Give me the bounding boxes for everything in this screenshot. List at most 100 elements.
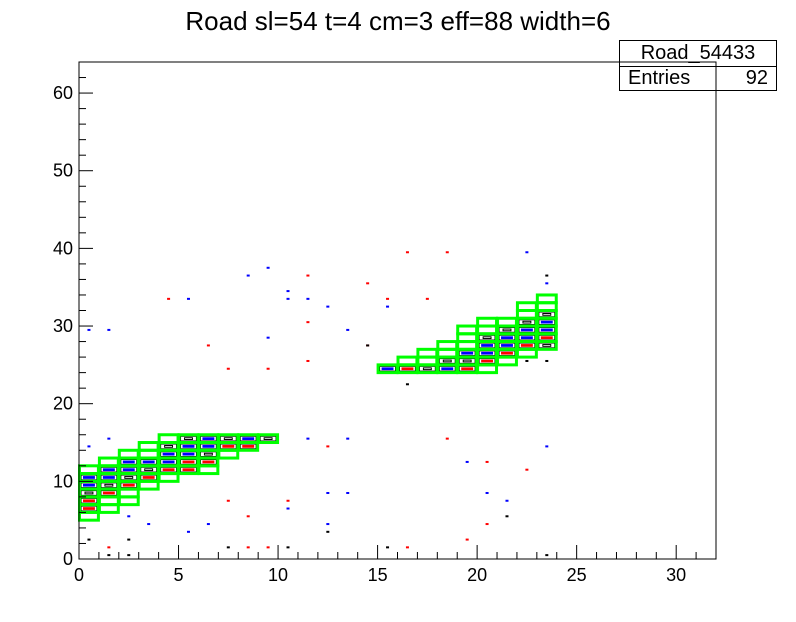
red-hit bbox=[326, 445, 330, 448]
blue-cell bbox=[102, 476, 115, 479]
red-cell bbox=[162, 468, 175, 472]
blue-cell bbox=[540, 328, 553, 332]
blue-hit bbox=[386, 305, 390, 308]
black-hit bbox=[326, 530, 330, 533]
road-cell bbox=[257, 433, 280, 445]
road-cell bbox=[396, 355, 419, 367]
blue-hit bbox=[147, 523, 151, 526]
red-hit bbox=[465, 538, 469, 541]
red-hit bbox=[306, 359, 310, 362]
blue-cell bbox=[182, 445, 195, 448]
blue-cell bbox=[102, 468, 115, 472]
red-hit bbox=[525, 468, 529, 471]
x-tick-label: 5 bbox=[174, 565, 184, 585]
red-hit bbox=[167, 297, 171, 300]
blue-hit bbox=[306, 437, 310, 440]
road-cell bbox=[496, 316, 518, 328]
blue-cell bbox=[142, 460, 155, 464]
blue-cell bbox=[242, 437, 255, 441]
red-hit bbox=[386, 297, 390, 300]
black-hit bbox=[525, 359, 529, 362]
blue-hit bbox=[107, 437, 111, 440]
red-cell bbox=[501, 351, 513, 355]
blue-cell bbox=[122, 460, 135, 464]
road-cell bbox=[535, 293, 558, 305]
y-tick-label: 30 bbox=[53, 316, 73, 336]
black-hit bbox=[545, 359, 549, 362]
black-cell bbox=[104, 483, 114, 487]
blue-hit bbox=[465, 460, 469, 463]
blue-hit bbox=[87, 445, 91, 448]
chart-title: Road sl=54 t=4 cm=3 eff=88 width=6 bbox=[185, 6, 611, 36]
red-cell bbox=[122, 483, 135, 487]
blue-cell bbox=[520, 328, 533, 332]
red-hit bbox=[306, 274, 310, 277]
stats-histogram-name: Road_54433 bbox=[620, 41, 776, 67]
blue-hit bbox=[107, 328, 111, 331]
black-cell bbox=[482, 336, 492, 340]
x-tick-label: 10 bbox=[268, 565, 288, 585]
blue-hit bbox=[346, 328, 350, 331]
black-cell bbox=[124, 476, 134, 479]
blue-hit bbox=[246, 274, 250, 277]
black-hit bbox=[386, 546, 390, 549]
x-tick-label: 30 bbox=[666, 565, 686, 585]
road-cell bbox=[78, 464, 100, 476]
black-cell bbox=[263, 437, 273, 441]
x-tick-label: 25 bbox=[567, 565, 587, 585]
y-tick-label: 0 bbox=[63, 549, 73, 569]
red-cell bbox=[83, 499, 95, 503]
red-hit bbox=[107, 546, 111, 549]
road-cell bbox=[97, 456, 120, 468]
red-hit bbox=[266, 367, 270, 370]
stats-entries-value: 92 bbox=[745, 67, 768, 89]
black-hit bbox=[107, 554, 111, 557]
red-hit bbox=[485, 460, 489, 463]
blue-hit bbox=[186, 297, 190, 300]
red-cell bbox=[401, 367, 414, 371]
blue-cell bbox=[501, 344, 513, 347]
x-tick-label: 20 bbox=[467, 565, 487, 585]
road-cell bbox=[436, 340, 459, 351]
black-cell bbox=[422, 367, 432, 371]
blue-hit bbox=[485, 491, 489, 494]
blue-hit bbox=[127, 515, 131, 518]
black-cell bbox=[542, 344, 552, 347]
stats-entries-label: Entries bbox=[628, 67, 691, 89]
black-hit bbox=[226, 546, 230, 549]
black-hit bbox=[127, 554, 131, 557]
blue-hit bbox=[266, 336, 270, 339]
black-cell bbox=[84, 491, 94, 495]
blue-hit bbox=[306, 297, 310, 300]
red-hit bbox=[485, 523, 489, 526]
road-cell bbox=[476, 316, 499, 328]
y-tick-label: 60 bbox=[53, 83, 73, 103]
blue-cell bbox=[481, 344, 494, 347]
y-tick-label: 10 bbox=[53, 471, 73, 491]
black-cell bbox=[144, 468, 154, 472]
red-hit bbox=[445, 251, 449, 254]
red-cell bbox=[461, 367, 474, 371]
red-cell bbox=[83, 507, 95, 510]
blue-cell bbox=[202, 445, 215, 448]
red-cell bbox=[540, 336, 553, 340]
blue-cell bbox=[83, 483, 95, 487]
red-hit bbox=[405, 546, 409, 549]
red-cell bbox=[142, 476, 155, 479]
red-cell bbox=[242, 445, 255, 448]
black-hit bbox=[127, 538, 131, 541]
black-hit bbox=[545, 274, 549, 277]
road-cell bbox=[456, 324, 479, 336]
red-hit bbox=[246, 515, 250, 518]
road-cell bbox=[137, 441, 160, 452]
blue-hit bbox=[326, 491, 330, 494]
chart-marks bbox=[78, 251, 558, 557]
black-hit bbox=[366, 344, 370, 347]
x-tick-label: 0 bbox=[74, 565, 84, 585]
blue-hit bbox=[286, 507, 290, 510]
blue-hit bbox=[326, 305, 330, 308]
red-hit bbox=[246, 546, 250, 549]
black-cell bbox=[164, 445, 174, 448]
y-tick-label: 50 bbox=[53, 161, 73, 181]
